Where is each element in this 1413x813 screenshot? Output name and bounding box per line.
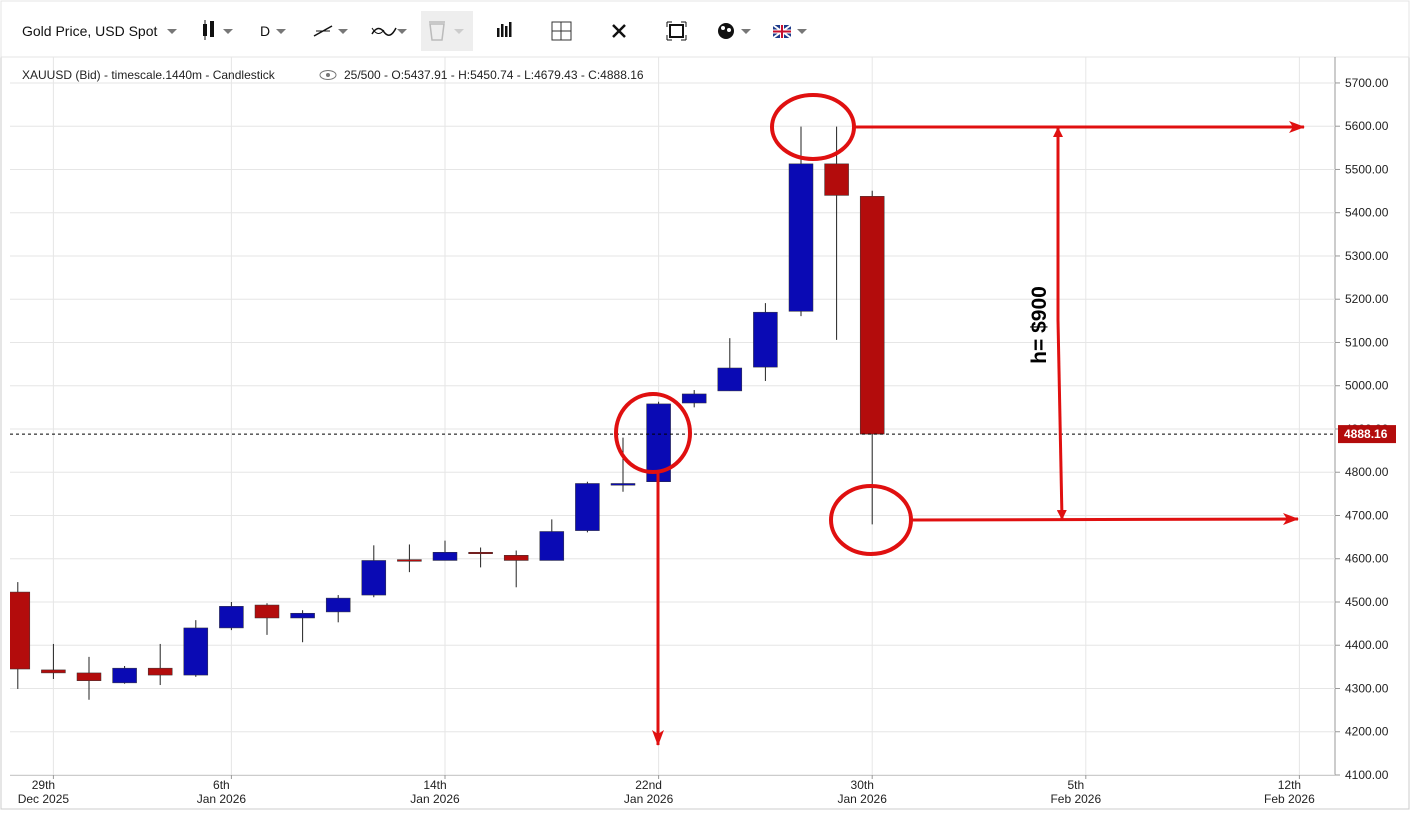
y-tick-label: 5100.00 <box>1345 335 1389 349</box>
annotation-text: h= $900 <box>1028 286 1051 364</box>
dropdown-icon <box>276 29 286 34</box>
y-tick-label: 4200.00 <box>1345 725 1389 739</box>
layout-button[interactable] <box>551 21 572 41</box>
y-tick-label: 4800.00 <box>1345 465 1389 479</box>
candle-body <box>10 591 31 670</box>
candle-body <box>824 163 849 196</box>
x-tick-label: 29th Dec 2025 <box>18 778 70 806</box>
candle-body <box>717 367 743 392</box>
y-tick-label: 4300.00 <box>1345 681 1389 695</box>
volume-button[interactable] <box>497 22 512 37</box>
y-tick-label: 5200.00 <box>1345 292 1389 306</box>
chart-header: XAUUSD (Bid) - timescale.1440m - Candles… <box>22 68 276 82</box>
last-price-box <box>1338 425 1396 444</box>
arrow <box>1056 319 1067 520</box>
candle-body <box>361 560 387 596</box>
candle-body <box>147 667 173 676</box>
y-tick-label: 5400.00 <box>1345 206 1389 220</box>
interval-select[interactable]: D <box>260 23 270 39</box>
fullscreen-button[interactable] <box>612 24 626 38</box>
y-tick-label: 4600.00 <box>1345 552 1389 566</box>
candle-body <box>325 597 351 613</box>
x-tick-label: 30th Jan 2026 <box>838 778 888 806</box>
annotations <box>614 93 1305 746</box>
chart-type-button[interactable] <box>203 20 233 40</box>
candle-body <box>397 559 422 562</box>
candle-body <box>788 163 814 312</box>
y-tick-label: 5700.00 <box>1345 76 1389 90</box>
candle-body <box>112 667 137 684</box>
highlight-circle <box>614 392 692 474</box>
y-tick-label: 5500.00 <box>1345 162 1389 176</box>
labels: 4100.00 4200.00 4300.00 4400.00 4500.00 4600.… <box>18 76 1396 806</box>
y-tick-label: 4100.00 <box>1345 768 1389 782</box>
last-price-label: 4888.16 <box>1344 427 1388 441</box>
candle-body <box>610 483 636 486</box>
x-tick-label: 6th Jan 2026 <box>197 778 247 806</box>
y-tick-label: 5000.00 <box>1345 379 1389 393</box>
chart-header-stats: 25/500 - O:5437.91 - H:5450.74 - L:4679.… <box>344 68 644 82</box>
toolbar-bg <box>0 0 1410 58</box>
dropdown-icon <box>167 29 177 34</box>
fit-button[interactable] <box>666 21 687 41</box>
candle-body <box>681 393 707 404</box>
toolbar: Gold Price, USD Spot D <box>0 0 1410 58</box>
line-tool-button[interactable] <box>313 25 348 37</box>
symbol-select[interactable]: Gold Price, USD Spot <box>22 23 157 39</box>
candle-body <box>41 669 66 674</box>
candle-body <box>432 551 458 561</box>
candle-body <box>859 196 885 435</box>
delete-button[interactable] <box>421 11 473 51</box>
y-tick-label: 4700.00 <box>1345 508 1389 522</box>
y-tick-label: 4500.00 <box>1345 595 1389 609</box>
x-tick-label: 12th Feb 2026 <box>1264 778 1315 806</box>
x-tick-label: 14th Jan 2026 <box>410 778 460 806</box>
candle-body <box>575 483 600 531</box>
plot-area <box>10 57 1335 775</box>
theme-button[interactable] <box>718 23 751 39</box>
candle-body <box>539 531 565 561</box>
x-tick-label: 5th Feb 2026 <box>1050 778 1101 806</box>
highlight-circle <box>770 93 856 161</box>
candle-body <box>753 311 778 368</box>
arrow <box>911 513 1299 526</box>
indicator-button[interactable] <box>371 27 407 36</box>
candle-body <box>468 551 493 554</box>
y-tick-label: 5300.00 <box>1345 249 1389 263</box>
y-tick-label: 5600.00 <box>1345 119 1389 133</box>
highlight-circle <box>829 484 913 556</box>
candle-body <box>183 627 209 676</box>
candle-body <box>290 612 315 619</box>
candle-body <box>219 606 244 629</box>
visibility-icon[interactable] <box>319 70 337 80</box>
x-tick-label: 22nd Jan 2026 <box>624 778 674 806</box>
language-button[interactable] <box>772 24 807 39</box>
candle-body <box>76 672 102 681</box>
y-tick-label: 4400.00 <box>1345 638 1389 652</box>
candle-body <box>254 604 280 619</box>
candle-body <box>503 555 529 561</box>
